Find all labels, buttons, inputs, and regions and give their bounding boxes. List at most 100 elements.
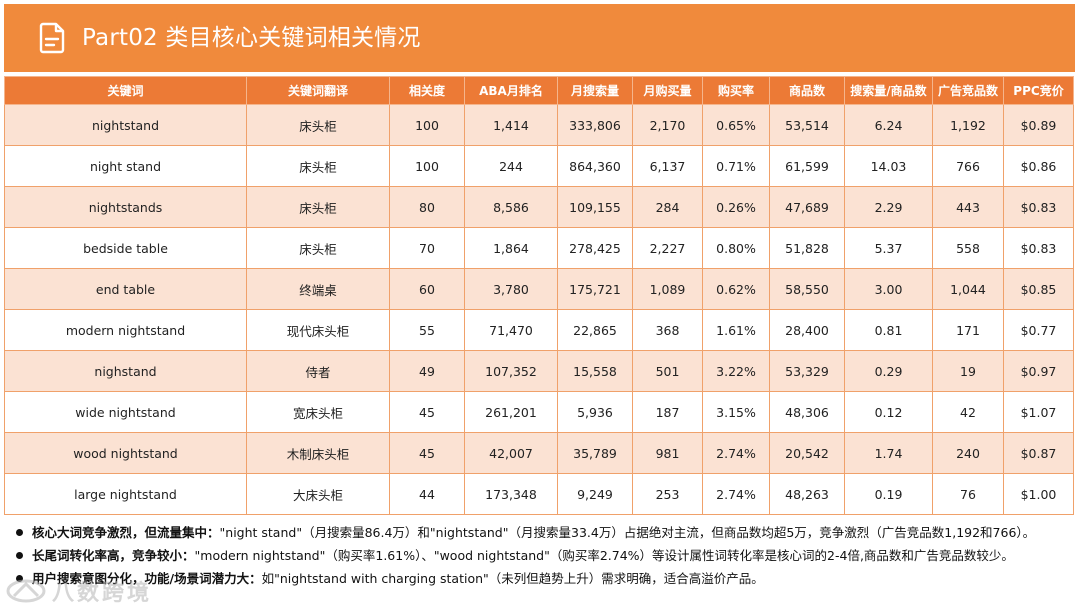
table-cell: 240 — [932, 432, 1004, 474]
table-cell: 1,089 — [632, 268, 703, 310]
table-cell: wide nightstand — [4, 391, 247, 433]
table-cell: 20,542 — [769, 432, 845, 474]
table-cell: $0.87 — [1003, 432, 1074, 474]
table-cell: 60 — [389, 268, 465, 310]
table-cell: 244 — [464, 145, 558, 187]
note-heading: 用户搜索意图分化，功能/场景词潜力大： — [32, 571, 262, 586]
table-cell: 0.29 — [844, 350, 933, 392]
bullet-icon — [16, 575, 23, 582]
table-cell: 3.00 — [844, 268, 933, 310]
table-cell: 55 — [389, 309, 465, 351]
note-item: 核心大词竞争激烈，但流量集中："night stand"（月搜索量86.4万）和… — [14, 521, 1064, 544]
table-cell: 3.15% — [702, 391, 770, 433]
table-cell: $0.77 — [1003, 309, 1074, 351]
table-cell: 2.29 — [844, 186, 933, 228]
table-cell: 171 — [932, 309, 1004, 351]
table-cell: 现代床头柜 — [246, 309, 390, 351]
table-row: wide nightstand 宽床头柜 45 261,201 5,936 187 3.15… — [4, 391, 1074, 433]
table-cell: 2,170 — [632, 104, 703, 146]
table-row: large nightstand 大床头柜 44 173,348 9,249 253 2.7… — [4, 473, 1074, 515]
table-cell: modern nightstand — [4, 309, 247, 351]
table-cell: 床头柜 — [246, 186, 390, 228]
column-header: ABA月排名 — [464, 76, 558, 105]
table-cell: 61,599 — [769, 145, 845, 187]
table-cell: 0.81 — [844, 309, 933, 351]
column-header: 关键词翻译 — [246, 76, 390, 105]
table-row: wood nightstand 木制床头柜 45 42,007 35,789 981 2.7… — [4, 432, 1074, 474]
table-cell: 51,828 — [769, 227, 845, 269]
table-cell: 0.19 — [844, 473, 933, 515]
column-header: 搜索量/商品数 — [844, 76, 933, 105]
table-row: nightstand 床头柜 100 1,414 333,806 2,170 0.65% 53… — [4, 104, 1074, 146]
document-icon — [39, 22, 65, 54]
table-cell: 284 — [632, 186, 703, 228]
table-header-row: 关键词 关键词翻译 相关度 ABA月排名 月搜索量 月购买量 购买率 商品数 搜索量/商品数 广告… — [4, 76, 1074, 105]
table-cell: nightstands — [4, 186, 247, 228]
notes-list: 核心大词竞争激烈，但流量集中："night stand"（月搜索量86.4万）和… — [14, 521, 1064, 590]
table-cell: 45 — [389, 391, 465, 433]
table-cell: 终端桌 — [246, 268, 390, 310]
table-cell: 42 — [932, 391, 1004, 433]
table-cell: 35,789 — [557, 432, 633, 474]
table-cell: 48,306 — [769, 391, 845, 433]
table-cell: 28,400 — [769, 309, 845, 351]
table-cell: 261,201 — [464, 391, 558, 433]
table-cell: 501 — [632, 350, 703, 392]
column-header: 月购买量 — [632, 76, 703, 105]
table-cell: 48,263 — [769, 473, 845, 515]
table-cell: 173,348 — [464, 473, 558, 515]
table-cell: 1,414 — [464, 104, 558, 146]
table-cell: 443 — [932, 186, 1004, 228]
table-cell: 53,329 — [769, 350, 845, 392]
table-cell: 253 — [632, 473, 703, 515]
table-cell: 2,227 — [632, 227, 703, 269]
table-cell: 70 — [389, 227, 465, 269]
table-cell: 53,514 — [769, 104, 845, 146]
table-cell: $1.07 — [1003, 391, 1074, 433]
table-cell: 0.62% — [702, 268, 770, 310]
table-cell: end table — [4, 268, 247, 310]
table-cell: 5.37 — [844, 227, 933, 269]
note-item: 长尾词转化率高，竞争较小："modern nightstand"（购买率1.61… — [14, 544, 1064, 567]
table-cell: $0.89 — [1003, 104, 1074, 146]
column-header: 相关度 — [389, 76, 465, 105]
table-cell: 5,936 — [557, 391, 633, 433]
table-row: bedside table 床头柜 70 1,864 278,425 2,227 0.80%… — [4, 227, 1074, 269]
table-cell: 侍者 — [246, 350, 390, 392]
note-text: 如"nightstand with charging station"（未列但趋… — [261, 571, 764, 586]
table-cell: 45 — [389, 432, 465, 474]
table-cell: $0.83 — [1003, 186, 1074, 228]
table-cell: 0.71% — [702, 145, 770, 187]
table-cell: 80 — [389, 186, 465, 228]
table-cell: 766 — [932, 145, 1004, 187]
table-row: modern nightstand 现代床头柜 55 71,470 22,865 368 1… — [4, 309, 1074, 351]
table-row: nighstand 侍者 49 107,352 15,558 501 3.22% 53,329… — [4, 350, 1074, 392]
note-item: 用户搜索意图分化，功能/场景词潜力大：如"nightstand with cha… — [14, 567, 1064, 590]
table-cell: 1,864 — [464, 227, 558, 269]
table-cell: 6,137 — [632, 145, 703, 187]
table-cell: 床头柜 — [246, 145, 390, 187]
table-cell: 1,192 — [932, 104, 1004, 146]
table-cell: $0.86 — [1003, 145, 1074, 187]
table-cell: 3,780 — [464, 268, 558, 310]
table-cell: 14.03 — [844, 145, 933, 187]
table-cell: night stand — [4, 145, 247, 187]
watermark-logo-icon — [6, 579, 46, 603]
table-cell: 42,007 — [464, 432, 558, 474]
table-cell: bedside table — [4, 227, 247, 269]
table-row: end table 终端桌 60 3,780 175,721 1,089 0.62% 58,5… — [4, 268, 1074, 310]
page-title: Part02 类目核心关键词相关情况 — [82, 25, 421, 51]
note-heading: 核心大词竞争激烈，但流量集中： — [32, 525, 220, 540]
table-cell: 8,586 — [464, 186, 558, 228]
table-row: night stand 床头柜 100 244 864,360 6,137 0.71% 61,… — [4, 145, 1074, 187]
table-cell: 278,425 — [557, 227, 633, 269]
table-cell: 100 — [389, 145, 465, 187]
table-cell: 109,155 — [557, 186, 633, 228]
table-cell: 100 — [389, 104, 465, 146]
table-cell: $0.83 — [1003, 227, 1074, 269]
table-cell: 558 — [932, 227, 1004, 269]
table-cell: 44 — [389, 473, 465, 515]
table-cell: 木制床头柜 — [246, 432, 390, 474]
table-cell: 22,865 — [557, 309, 633, 351]
table-cell: 47,689 — [769, 186, 845, 228]
